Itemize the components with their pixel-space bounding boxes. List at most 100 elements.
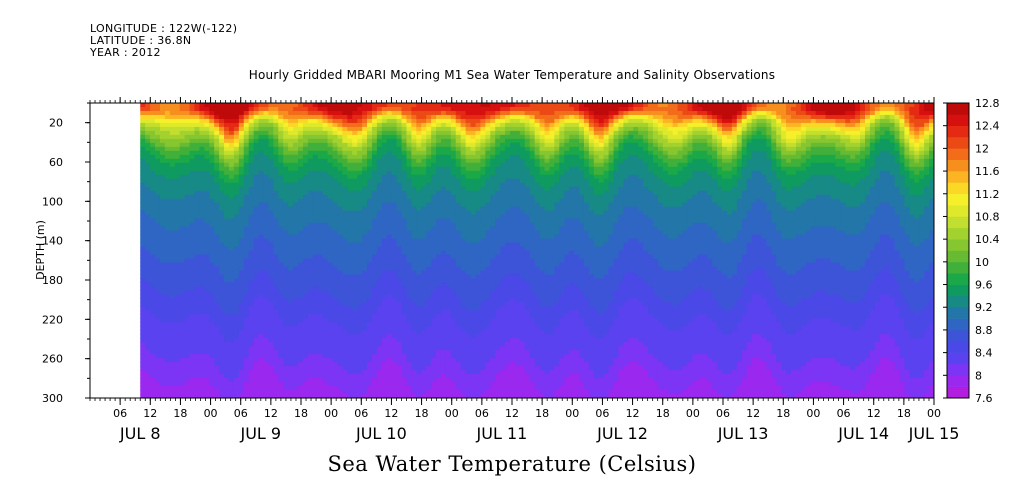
- contour-cell: [357, 262, 363, 268]
- contour-cell: [174, 218, 181, 224]
- contour-cell: [401, 182, 408, 188]
- contour-cell: [391, 298, 398, 303]
- contour-cell: [219, 290, 225, 295]
- contour-cell: [342, 282, 348, 287]
- contour-cell: [273, 374, 279, 379]
- contour-cell: [367, 114, 373, 120]
- contour-cell: [391, 198, 398, 204]
- contour-cell: [189, 166, 196, 172]
- contour-cell: [342, 326, 348, 331]
- contour-cell: [302, 162, 309, 168]
- contour-cell: [140, 302, 146, 307]
- contour-cell: [445, 358, 452, 363]
- contour-cell: [233, 170, 240, 176]
- contour-cell: [337, 298, 343, 303]
- contour-cell: [307, 154, 314, 160]
- contour-cell: [381, 322, 388, 327]
- contour-cell: [376, 182, 383, 188]
- contour-cell: [386, 178, 393, 184]
- contour-cell: [258, 346, 265, 351]
- contour-cell: [381, 178, 388, 184]
- contour-cell: [416, 222, 422, 228]
- contour-cell: [150, 314, 156, 319]
- contour-cell: [169, 314, 176, 319]
- contour-cell: [293, 374, 299, 379]
- contour-cell: [159, 378, 166, 383]
- contour-cell: [258, 278, 265, 283]
- contour-cell: [352, 262, 358, 268]
- contour-cell: [248, 158, 255, 164]
- contour-cell: [140, 178, 146, 184]
- contour-cell: [155, 366, 161, 371]
- contour-cell: [436, 290, 442, 295]
- contour-cell: [386, 114, 393, 120]
- contour-cell: [357, 130, 363, 136]
- contour-cell: [189, 174, 196, 180]
- contour-cell: [164, 103, 171, 108]
- contour-cell: [253, 210, 260, 216]
- contour-cell: [376, 350, 383, 355]
- contour-cell: [357, 274, 363, 280]
- contour-cell: [416, 110, 422, 116]
- contour-cell: [140, 226, 146, 232]
- contour-cell: [312, 246, 319, 252]
- contour-cell: [386, 378, 393, 383]
- contour-cell: [164, 158, 171, 164]
- contour-cell: [298, 286, 304, 291]
- contour-cell: [273, 110, 279, 116]
- contour-cell: [436, 234, 442, 240]
- contour-cell: [248, 302, 255, 307]
- contour-cell: [209, 366, 215, 371]
- contour-cell: [312, 170, 319, 176]
- contour-cell: [381, 274, 388, 280]
- contour-cell: [381, 150, 388, 156]
- contour-cell: [184, 178, 191, 184]
- contour-cell: [238, 130, 245, 136]
- contour-cell: [337, 278, 343, 283]
- contour-cell: [179, 206, 186, 212]
- contour-cell: [450, 342, 457, 347]
- contour-cell: [194, 358, 200, 363]
- contour-cell: [194, 230, 200, 236]
- contour-cell: [179, 154, 186, 160]
- contour-cell: [371, 198, 378, 204]
- contour-cell: [199, 158, 205, 164]
- contour-cell: [189, 242, 196, 248]
- contour-cell: [233, 118, 240, 124]
- contour-cell: [465, 338, 472, 343]
- contour-cell: [169, 170, 176, 176]
- contour-cell: [460, 278, 467, 283]
- contour-cell: [367, 130, 373, 136]
- contour-cell: [199, 262, 205, 268]
- contour-cell: [219, 374, 225, 379]
- contour-cell: [179, 302, 186, 307]
- contour-cell: [150, 394, 156, 398]
- contour-cell: [169, 246, 176, 252]
- contour-cell: [421, 390, 427, 395]
- contour-cell: [352, 178, 358, 184]
- contour-cell: [278, 278, 284, 283]
- contour-cell: [455, 322, 462, 327]
- contour-cell: [337, 210, 343, 216]
- contour-cell: [317, 110, 324, 116]
- contour-cell: [238, 218, 245, 224]
- contour-cell: [179, 358, 186, 363]
- contour-cell: [204, 270, 210, 276]
- contour-cell: [445, 394, 452, 398]
- contour-cell: [342, 346, 348, 351]
- contour-cell: [302, 306, 309, 311]
- contour-cell: [288, 182, 294, 188]
- contour-cell: [386, 234, 393, 240]
- contour-cell: [184, 142, 191, 148]
- contour-cell: [327, 126, 334, 132]
- contour-cell: [460, 246, 467, 252]
- contour-cell: [283, 174, 289, 180]
- contour-cell: [460, 170, 467, 176]
- contour-cell: [357, 354, 363, 359]
- contour-cell: [233, 226, 240, 232]
- contour-cell: [416, 262, 422, 268]
- contour-cell: [283, 294, 289, 299]
- contour-cell: [426, 298, 432, 303]
- contour-cell: [416, 206, 422, 212]
- contour-cell: [278, 362, 284, 367]
